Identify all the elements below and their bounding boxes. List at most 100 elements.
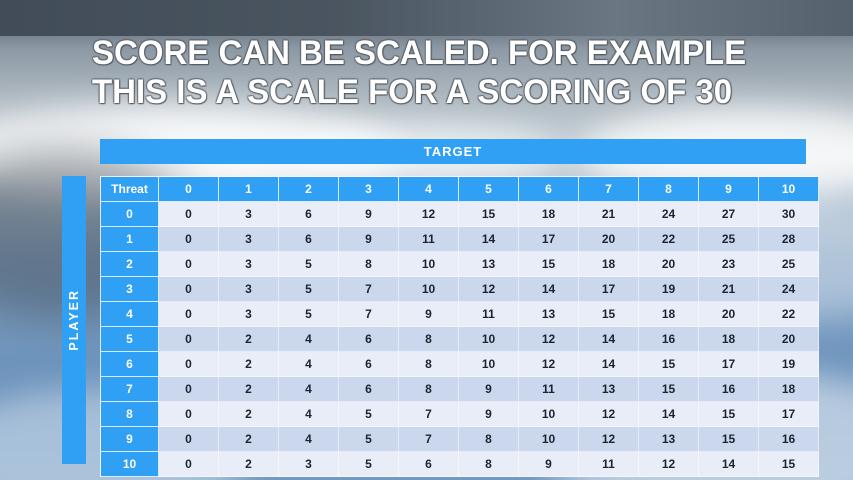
- score-cell: 12: [398, 201, 459, 227]
- score-cell: 20: [758, 326, 819, 352]
- score-cell: 10: [458, 326, 519, 352]
- row-header-10: 10: [100, 451, 159, 477]
- score-cell: 16: [698, 376, 759, 402]
- score-cell: 23: [698, 251, 759, 277]
- score-cell: 18: [698, 326, 759, 352]
- slide-title: SCORE CAN BE SCALED. FOR EXAMPLE THIS IS…: [92, 34, 790, 112]
- column-header-2: 2: [278, 176, 339, 202]
- score-cell: 8: [458, 426, 519, 452]
- score-cell: 4: [278, 351, 339, 377]
- score-cell: 9: [458, 376, 519, 402]
- score-cell: 5: [278, 276, 339, 302]
- score-cell: 15: [458, 201, 519, 227]
- score-cell: 3: [278, 451, 339, 477]
- score-cell: 24: [638, 201, 699, 227]
- score-cell: 3: [218, 201, 279, 227]
- score-cell: 14: [638, 401, 699, 427]
- score-cell: 13: [578, 376, 639, 402]
- player-label: PLAYER: [67, 289, 81, 351]
- table-row: 8 0 2 4 5 7 9 10 12 14 15 17: [100, 401, 819, 427]
- score-cell: 16: [638, 326, 699, 352]
- score-cell: 18: [758, 376, 819, 402]
- score-cell: 2: [218, 351, 279, 377]
- score-cell: 0: [158, 376, 219, 402]
- score-cell: 6: [338, 326, 399, 352]
- score-cell: 8: [398, 326, 459, 352]
- score-cell: 14: [458, 226, 519, 252]
- row-header-6: 6: [100, 351, 159, 377]
- score-cell: 0: [158, 401, 219, 427]
- score-cell: 7: [338, 301, 399, 327]
- score-cell: 5: [338, 451, 399, 477]
- row-header-5: 5: [100, 326, 159, 352]
- score-cell: 15: [638, 376, 699, 402]
- score-cell: 8: [398, 376, 459, 402]
- score-cell: 27: [698, 201, 759, 227]
- row-header-2: 2: [100, 251, 159, 277]
- score-cell: 9: [518, 451, 579, 477]
- score-cell: 4: [278, 326, 339, 352]
- score-cell: 6: [338, 376, 399, 402]
- row-header-1: 1: [100, 226, 159, 252]
- score-cell: 4: [278, 376, 339, 402]
- score-cell: 12: [578, 426, 639, 452]
- score-cell: 3: [218, 301, 279, 327]
- slide-title-line2: THIS IS A SCALE FOR A SCORING OF 30: [92, 72, 733, 111]
- score-cell: 14: [698, 451, 759, 477]
- column-header-7: 7: [578, 176, 639, 202]
- target-header-bar: TARGET: [100, 139, 806, 164]
- score-cell: 25: [758, 251, 819, 277]
- player-header-bar: PLAYER: [62, 176, 86, 464]
- score-cell: 0: [158, 201, 219, 227]
- score-cell: 14: [518, 276, 579, 302]
- score-cell: 2: [218, 326, 279, 352]
- row-header-0: 0: [100, 201, 159, 227]
- score-cell: 18: [638, 301, 699, 327]
- score-cell: 30: [758, 201, 819, 227]
- score-cell: 0: [158, 276, 219, 302]
- score-cell: 15: [758, 451, 819, 477]
- score-cell: 12: [518, 326, 579, 352]
- table-row: 4 0 3 5 7 9 11 13 15 18 20 22: [100, 301, 819, 327]
- score-cell: 22: [758, 301, 819, 327]
- table-row: 6 0 2 4 6 8 10 12 14 15 17 19: [100, 351, 819, 377]
- score-cell: 7: [398, 426, 459, 452]
- score-cell: 14: [578, 351, 639, 377]
- score-cell: 4: [278, 426, 339, 452]
- score-cell: 5: [278, 251, 339, 277]
- score-cell: 0: [158, 251, 219, 277]
- table-row: 7 0 2 4 6 8 9 11 13 15 16 18: [100, 376, 819, 402]
- score-cell: 0: [158, 351, 219, 377]
- score-cell: 15: [578, 301, 639, 327]
- score-cell: 17: [698, 351, 759, 377]
- score-cell: 20: [578, 226, 639, 252]
- score-cell: 0: [158, 326, 219, 352]
- score-cell: 14: [578, 326, 639, 352]
- score-cell: 22: [638, 226, 699, 252]
- table-row: 9 0 2 4 5 7 8 10 12 13 15 16: [100, 426, 819, 452]
- score-cell: 13: [458, 251, 519, 277]
- score-cell: 7: [398, 401, 459, 427]
- top-dark-band: [0, 0, 853, 36]
- score-cell: 5: [338, 401, 399, 427]
- score-cell: 13: [518, 301, 579, 327]
- score-cell: 11: [518, 376, 579, 402]
- score-cell: 12: [578, 401, 639, 427]
- slide-title-line1: SCORE CAN BE SCALED. FOR EXAMPLE: [92, 34, 747, 72]
- score-cell: 6: [278, 201, 339, 227]
- score-cell: 0: [158, 426, 219, 452]
- target-label: TARGET: [423, 144, 483, 159]
- score-cell: 8: [398, 351, 459, 377]
- score-cell: 0: [158, 301, 219, 327]
- table-row: 1 0 3 6 9 11 14 17 20 22 25 28: [100, 226, 819, 252]
- score-table: Threat 0 1 2 3 4 5 6 7 8 9 10 0 0 3 6 9 12 15 18 21 24 27 30 1…: [100, 176, 819, 477]
- score-cell: 7: [338, 276, 399, 302]
- score-cell: 17: [578, 276, 639, 302]
- score-cell: 6: [398, 451, 459, 477]
- score-cell: 24: [758, 276, 819, 302]
- column-header-3: 3: [338, 176, 399, 202]
- score-cell: 0: [158, 451, 219, 477]
- score-cell: 11: [578, 451, 639, 477]
- score-cell: 4: [278, 401, 339, 427]
